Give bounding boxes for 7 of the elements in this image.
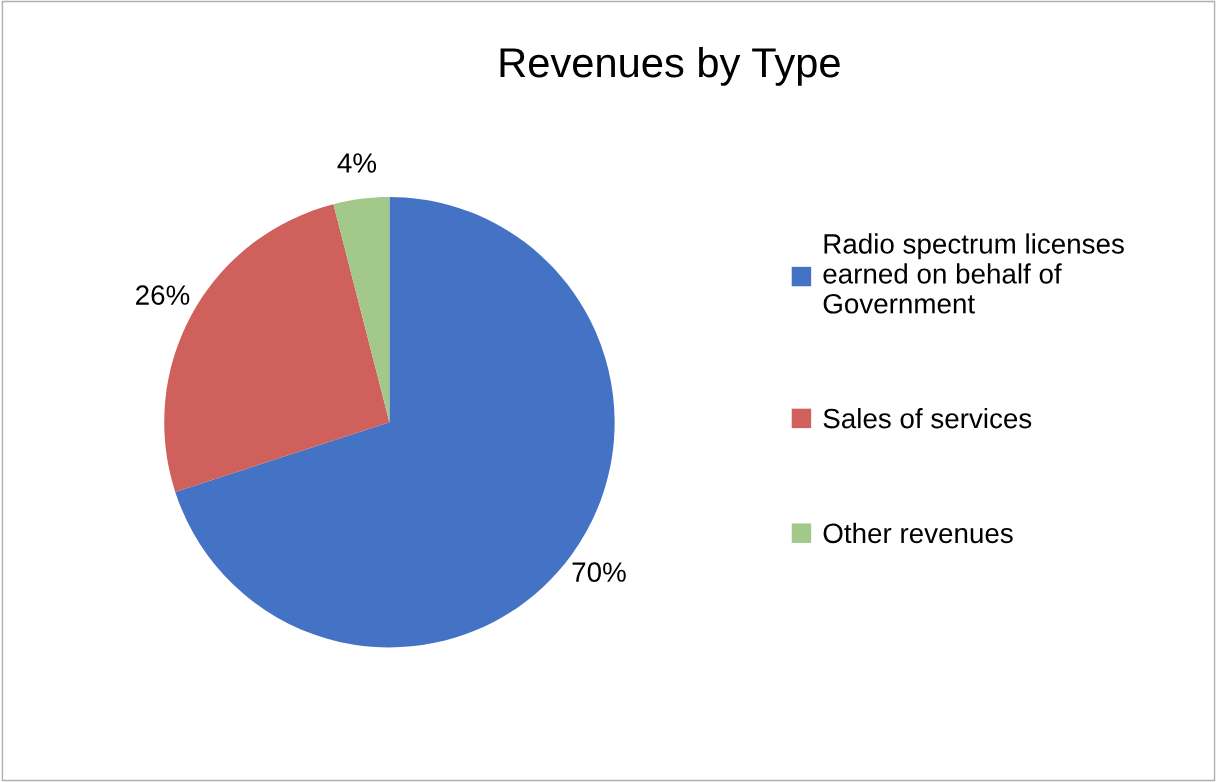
chart-title: Revenues by Type: [500, 46, 840, 86]
data-label: 26%: [136, 285, 190, 305]
data-label: 70%: [572, 562, 626, 582]
legend-label: Sales of services: [823, 407, 1032, 429]
data-label: 4%: [337, 153, 377, 173]
legend-label: Radio spectrum licenses earned on behalf of Government: [823, 233, 1124, 314]
legend-label: Other revenues: [823, 522, 1013, 544]
